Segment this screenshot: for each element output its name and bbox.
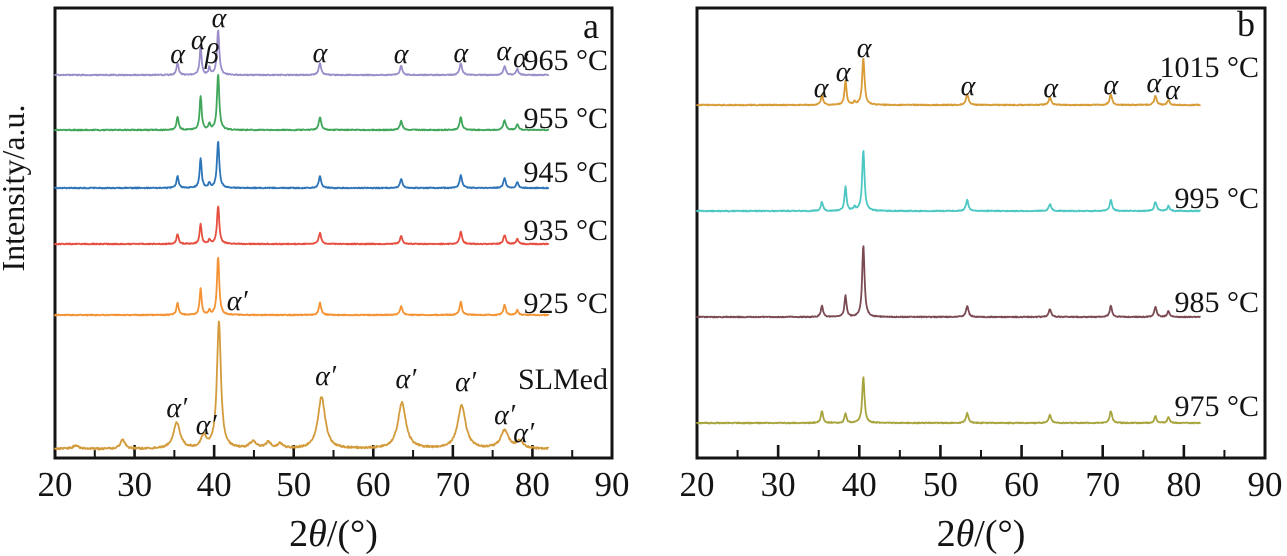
x-tick-label: 70 — [435, 465, 470, 504]
peak-label: α — [513, 43, 529, 74]
peak-label: α — [1146, 68, 1162, 99]
xrd-curve-925C — [54, 256, 550, 317]
xrd-curve-955C — [54, 74, 550, 132]
x-tick-label: 60 — [356, 465, 391, 504]
y-axis-title: Intensity/a.u. — [0, 104, 31, 271]
xrd-curve-SLMed — [54, 320, 550, 451]
peak-label: α′ — [227, 286, 249, 317]
peak-label: α′ — [196, 410, 218, 441]
peak-label: α — [1165, 75, 1181, 106]
x-tick-label: 40 — [197, 465, 232, 504]
peak-label: α — [212, 3, 228, 34]
x-tick-label: 30 — [117, 465, 152, 504]
xrd-curve-935C — [54, 205, 550, 246]
xrd-curve-965C — [54, 29, 550, 77]
x-tick-label: 70 — [1085, 465, 1120, 504]
series-label: SLMed — [518, 363, 608, 396]
series-label: 945 °C — [523, 156, 608, 189]
series-label: 995 °C — [1174, 182, 1259, 215]
xrd-curve-945C — [54, 140, 550, 190]
x-tick-label: 60 — [1004, 465, 1039, 504]
peak-label: α — [191, 25, 207, 56]
peak-label: α — [1103, 70, 1119, 101]
x-tick-label: 20 — [680, 465, 715, 504]
peak-label: α — [394, 39, 410, 70]
xrd-curve-1015C — [696, 57, 1201, 107]
series-label: 955 °C — [523, 102, 608, 135]
peak-label: α — [453, 38, 469, 69]
x-tick-label: 30 — [761, 465, 796, 504]
peak-label: β — [204, 39, 219, 70]
peak-label: α′ — [395, 364, 417, 395]
panel-a-letter: a — [583, 6, 599, 46]
peak-label: α′ — [315, 361, 337, 392]
x-tick-label: 80 — [515, 465, 550, 504]
x-tick-label: 90 — [595, 465, 630, 504]
panel-b-letter: b — [1237, 4, 1255, 44]
peak-label: α — [170, 39, 186, 70]
x-tick-label: 50 — [923, 465, 958, 504]
peak-label: α′ — [494, 400, 516, 431]
series-label: 975 °C — [1174, 390, 1259, 423]
peak-label: α — [961, 71, 977, 102]
series-label: 935 °C — [523, 214, 608, 247]
peak-label: α′ — [513, 418, 535, 449]
x-tick-label: 80 — [1166, 465, 1201, 504]
series-label: 965 °C — [523, 44, 608, 77]
plot-border — [53, 6, 614, 460]
peak-label: α — [836, 57, 852, 88]
x-tick-label: 90 — [1248, 465, 1283, 504]
x-tick-label: 50 — [276, 465, 311, 504]
peak-label: α′ — [166, 393, 188, 424]
peak-label: α — [313, 38, 329, 69]
series-label: 925 °C — [523, 287, 608, 320]
peak-label: α′ — [455, 367, 477, 398]
x-tick-label: 40 — [842, 465, 877, 504]
xrd-curve-985C — [696, 245, 1201, 319]
x-axis-title: 2θ/(°) — [289, 513, 378, 555]
plot-render-root: 20 30 40 50 60 70 80 90 2θ/(°) 965 °C 955 °C 945 °C… — [38, 3, 1283, 555]
series-label: 1015 °C — [1159, 51, 1259, 84]
peak-label: α — [1043, 73, 1059, 104]
peak-label: α — [857, 33, 873, 64]
peak-label: α — [814, 73, 830, 104]
peak-label: α — [496, 36, 512, 67]
xrd-curve-995C — [696, 150, 1201, 213]
series-label: 985 °C — [1174, 286, 1259, 319]
plot-border — [695, 6, 1267, 460]
xrd-curve-975C — [696, 376, 1201, 425]
x-tick-label: 20 — [38, 465, 73, 504]
x-axis-title: 2θ/(°) — [937, 513, 1026, 555]
